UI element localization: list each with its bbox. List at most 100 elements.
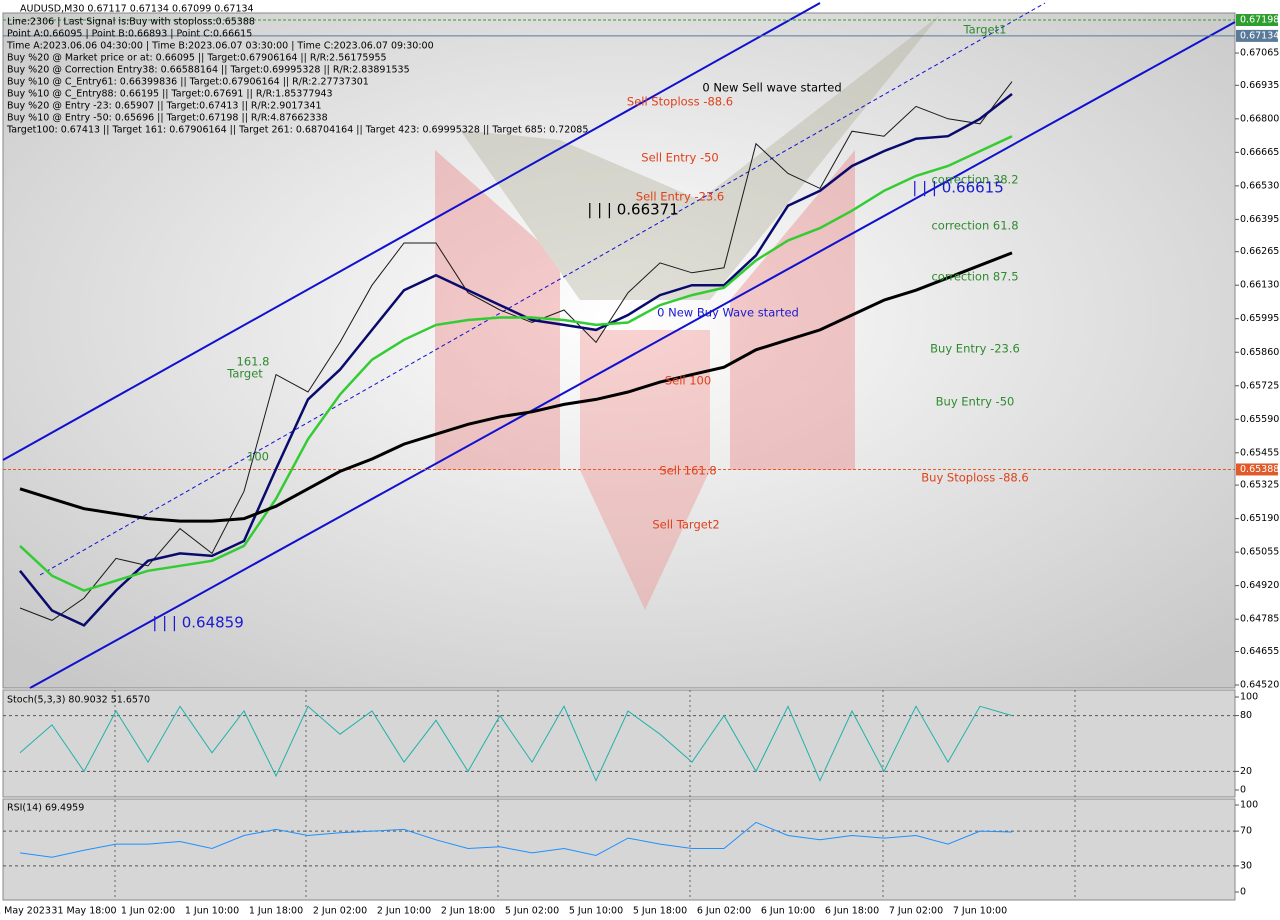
series-line <box>19 821 1013 858</box>
logo-shape <box>460 15 940 300</box>
info-line: Target100: 0.67413 || Target 161: 0.6790… <box>6 125 588 136</box>
y-tick-label: 0.64785 <box>1240 614 1279 625</box>
annotation: Sell Entry -50 <box>641 151 718 165</box>
y-tick-label: 0 <box>1240 887 1246 898</box>
watermark <box>435 15 940 610</box>
x-tick-label: 6 Jun 18:00 <box>825 906 879 917</box>
chart-title: AUDUSD,M30 0.67117 0.67134 0.67099 0.671… <box>20 4 254 15</box>
annotation: 100 <box>247 450 269 464</box>
x-tick-label: 5 Jun 18:00 <box>633 906 687 917</box>
info-line: Point A:0.66095 | Point B:0.66893 | Poin… <box>7 29 252 40</box>
y-tick-label: 0.64655 <box>1240 646 1279 657</box>
rsi-title: RSI(14) 69.4959 <box>7 803 84 814</box>
y-tick-label: 0.66665 <box>1240 147 1279 158</box>
channel-line <box>2 2 821 461</box>
annotation: Sell Stoploss -88.6 <box>627 95 733 109</box>
x-tick-label: 5 Jun 02:00 <box>505 906 559 917</box>
channel-line <box>29 21 1236 689</box>
y-tick-label: 0.64520 <box>1240 680 1279 691</box>
info-line: Buy %10 @ C_Entry61: 0.66399836 || Targe… <box>7 77 369 88</box>
x-tick-label: 1 Jun 18:00 <box>249 906 303 917</box>
channel <box>2 2 1236 689</box>
annotation: Buy Stoploss -88.6 <box>921 471 1028 485</box>
x-tick-label: 1 Jun 10:00 <box>185 906 239 917</box>
x-tick-label: 2 Jun 18:00 <box>441 906 495 917</box>
annotation: Sell 161.8 <box>659 464 716 478</box>
y-tick-label: 70 <box>1240 826 1252 837</box>
info-line: Buy %20 @ Correction Entry38: 0.66588164… <box>7 65 410 76</box>
main-panel <box>2 12 1236 689</box>
y-tick-label: 0.65995 <box>1240 313 1279 324</box>
logo-shape <box>730 150 855 470</box>
separators <box>114 690 1076 900</box>
level-box <box>1236 14 1278 26</box>
annotation: 161.8 <box>237 355 270 369</box>
y-tick-label: 0.66265 <box>1240 246 1279 257</box>
logo-shape <box>435 150 560 470</box>
x-tick-label: 31 May 18:00 <box>51 906 116 917</box>
annotation: | | | 0.66615 <box>912 179 1004 197</box>
y-tick-label: 30 <box>1240 860 1252 871</box>
y-tick-label: 0.66800 <box>1240 113 1279 124</box>
annotation: Target <box>226 367 263 381</box>
info-line: Time A:2023.06.06 04:30:00 | Time B:2023… <box>6 41 434 52</box>
x-tick-label: 6 Jun 02:00 <box>697 906 751 917</box>
y-tick-label: 0.67065 <box>1240 48 1279 59</box>
x-tick-label: 1 Jun 02:00 <box>121 906 175 917</box>
info-line: Buy %10 @ Entry -50: 0.65696 || Target:0… <box>7 113 328 124</box>
stoch-panel <box>2 689 1236 798</box>
y-tick-label: 100 <box>1240 800 1258 811</box>
annotation: Target1 <box>963 23 1007 37</box>
y-tick-label: 0.66130 <box>1240 280 1279 291</box>
series-line <box>19 93 1013 627</box>
x-tick-label: 6 Jun 10:00 <box>761 906 815 917</box>
annotation: Buy Entry -23.6 <box>930 342 1020 356</box>
y-tick-label: 0.64920 <box>1240 580 1279 591</box>
series-line <box>19 135 1013 592</box>
info-line: Buy %10 @ C_Entry88: 0.66195 || Target:0… <box>7 89 333 100</box>
annotation: Sell 100 <box>665 374 711 388</box>
y-tick-label: 0.65725 <box>1240 380 1279 391</box>
y-tick-label: 0.65455 <box>1240 447 1279 458</box>
y-tick-label: 0.66935 <box>1240 80 1279 91</box>
y-tick-label: 0.65190 <box>1240 513 1279 524</box>
x-tick-label: 7 Jun 10:00 <box>953 906 1007 917</box>
logo-shape <box>580 330 710 610</box>
annotation: 0 New Buy Wave started <box>657 306 799 320</box>
y-tick-label: 20 <box>1240 766 1252 777</box>
annotation: Sell Target2 <box>652 518 719 532</box>
annotation: correction 61.8 <box>931 219 1018 233</box>
level-label: 0.65388 <box>1240 464 1279 475</box>
x-tick-label: 31 May 2023 <box>0 906 51 917</box>
annotation: Sell Entry -23.6 <box>636 190 724 204</box>
rsi-panel <box>2 798 1236 901</box>
stoch-title: Stoch(5,3,3) 80.9032 51.6570 <box>7 695 150 706</box>
level-box <box>1236 463 1278 476</box>
series-line <box>19 705 1013 782</box>
x-tick-label: 2 Jun 10:00 <box>377 906 431 917</box>
y-tick-label: 0.65055 <box>1240 547 1279 558</box>
annotation: | | | 0.66371 <box>587 201 679 219</box>
y-tick-label: 0 <box>1240 785 1246 796</box>
x-tick-label: 5 Jun 10:00 <box>569 906 623 917</box>
annotation: Buy Entry -50 <box>936 395 1015 409</box>
channel-mid <box>39 2 1046 576</box>
annotation: correction 87.5 <box>931 270 1018 284</box>
annotation: | | | 0.64859 <box>152 614 244 632</box>
y-tick-label: 0.66530 <box>1240 180 1279 191</box>
x-tick-label: 2 Jun 02:00 <box>313 906 367 917</box>
annotation: 0 New Sell wave started <box>702 81 841 95</box>
y-tick-label: 0.66395 <box>1240 214 1279 225</box>
y-tick-label: 0.65325 <box>1240 480 1279 491</box>
x-tick-label: 7 Jun 02:00 <box>889 906 943 917</box>
y-tick-label: 100 <box>1240 692 1258 703</box>
level-label: 0.67134 <box>1240 30 1279 41</box>
info-line: Buy %20 @ Entry -23: 0.65907 || Target:0… <box>7 101 322 112</box>
info-line: Buy %20 @ Market price or at: 0.66095 ||… <box>7 53 387 64</box>
y-tick-label: 80 <box>1240 710 1252 721</box>
level-box <box>1236 29 1278 42</box>
y-tick-label: 0.65860 <box>1240 347 1279 358</box>
annotation: correction 38.2 <box>931 173 1018 187</box>
info-line: Line:2306 | Last Signal is:Buy with stop… <box>7 17 255 28</box>
